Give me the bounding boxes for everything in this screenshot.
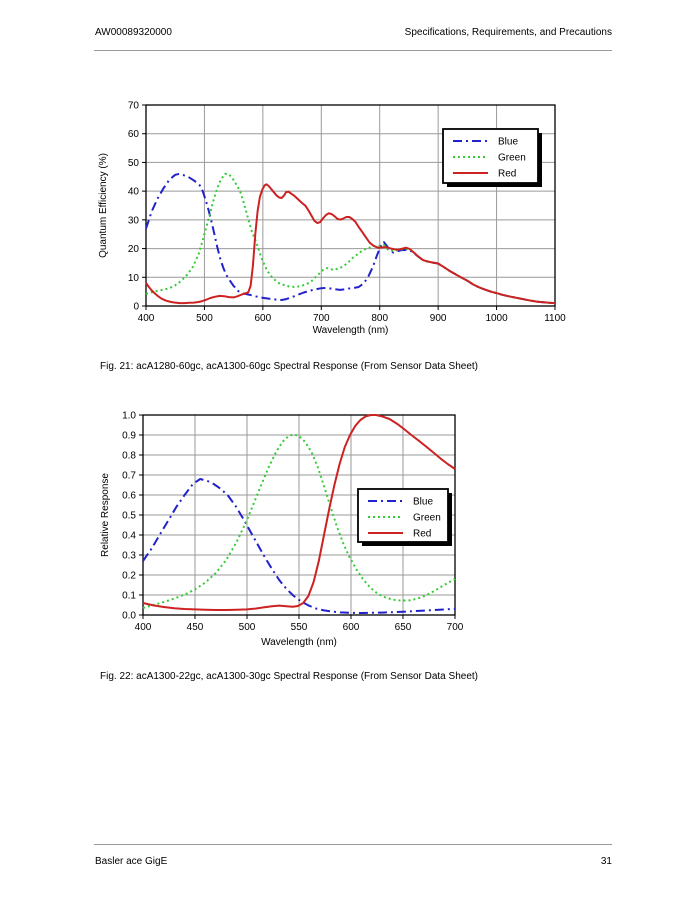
y-tick-label: 1.0: [122, 411, 136, 422]
x-tick-label: 400: [135, 622, 152, 633]
series-line-green: [142, 433, 456, 609]
spectral-response-chart-fig22: 400 450 500 550 600 650 700 0.0 0.1 0.2 0.3 0.4 0.5 0…: [100, 411, 464, 649]
footer-page-number: 31: [600, 856, 612, 867]
x-tick-label: 700: [313, 313, 330, 324]
legend-label-red: Red: [498, 169, 516, 180]
y-tick-label: 0.3: [122, 551, 136, 562]
x-tick-label: 600: [343, 622, 360, 633]
x-tick-label: 550: [291, 622, 308, 633]
footer-product-name: Basler ace GigE: [95, 856, 168, 867]
y-tick-label: 50: [128, 158, 140, 169]
y-tick-label: 0.2: [122, 571, 136, 582]
legend-label-blue: Blue: [413, 497, 433, 508]
y-tick-label: 0.0: [122, 611, 136, 622]
legend-label-green: Green: [498, 153, 526, 164]
x-tick-label: 800: [371, 313, 388, 324]
figure-22-caption: Fig. 22: acA1300-22gc, acA1300-30gc Spec…: [100, 671, 478, 682]
y-tick-label: 0.1: [122, 591, 136, 602]
legend-label-blue: Blue: [498, 137, 518, 148]
y-axis-title: Quantum Efficiency (%): [98, 153, 109, 258]
y-tick-label: 0.7: [122, 471, 136, 482]
y-tick-label: 0.9: [122, 431, 136, 442]
y-tick-label: 0.5: [122, 511, 136, 522]
x-tick-label: 900: [430, 313, 447, 324]
y-tick-label: 0: [133, 302, 139, 313]
series-line-red: [142, 414, 456, 611]
y-tick-label: 70: [128, 101, 140, 112]
x-tick-label: 1000: [485, 313, 508, 324]
x-tick-label: 650: [395, 622, 412, 633]
y-tick-label: 0.4: [122, 531, 136, 542]
x-tick-label: 700: [447, 622, 464, 633]
y-tick-label: 10: [128, 273, 140, 284]
figure-21-caption: Fig. 21: acA1280-60gc, acA1300-60gc Spec…: [100, 361, 478, 372]
y-tick-label: 30: [128, 215, 140, 226]
x-tick-label: 450: [187, 622, 204, 633]
series-line-blue: [145, 172, 556, 305]
x-tick-label: 500: [196, 313, 213, 324]
y-tick-label: 0.6: [122, 491, 136, 502]
y-tick-label: 20: [128, 244, 140, 255]
x-tick-label: 500: [239, 622, 256, 633]
series-line-green: [145, 172, 556, 305]
x-tick-label: 600: [255, 313, 272, 324]
footer-rule: [94, 844, 612, 845]
legend-label-green: Green: [413, 513, 441, 524]
series-line-red: [145, 183, 556, 305]
header-section-title: Specifications, Requirements, and Precau…: [404, 27, 612, 38]
header-rule: [94, 50, 612, 51]
y-tick-label: 40: [128, 187, 140, 198]
x-axis-title: Wavelength (nm): [313, 325, 389, 336]
y-axis-title: Relative Response: [100, 473, 111, 557]
x-axis-title: Wavelength (nm): [261, 637, 337, 648]
x-tick-label: 1100: [544, 313, 566, 324]
x-tick-label: 400: [138, 313, 155, 324]
y-tick-label: 0.8: [122, 451, 136, 462]
y-tick-label: 60: [128, 129, 140, 140]
header-doc-id: AW00089320000: [95, 27, 172, 38]
spectral-response-chart-fig21: 400 500 600 700 800 900 1000 1100 0 10 20 30 40 50 60 7…: [98, 101, 566, 337]
legend-label-red: Red: [413, 529, 431, 540]
plot-border: [145, 104, 556, 307]
